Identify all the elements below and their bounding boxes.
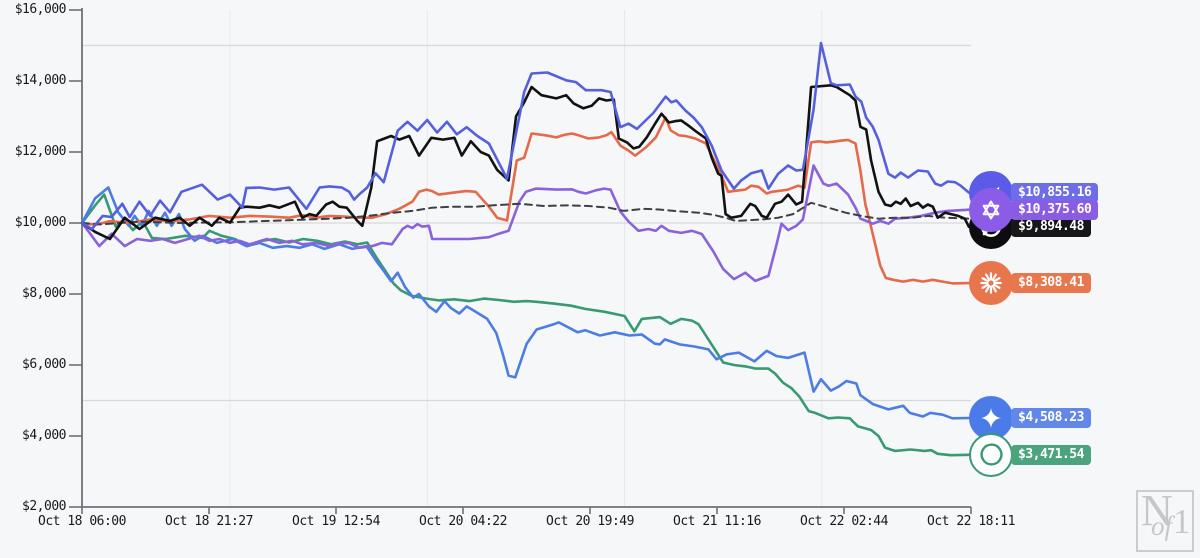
- gemini-icon[interactable]: [969, 395, 1013, 440]
- claude-icon[interactable]: [969, 261, 1013, 306]
- gemini-end-label[interactable]: $4,508.23: [969, 395, 1091, 440]
- nof1-logo-of: of: [1151, 511, 1173, 541]
- grok-line[interactable]: [80, 84, 971, 241]
- x-axis-label: Oct 20 19:49: [546, 514, 634, 529]
- x-axis-label: Oct 20 04:22: [419, 514, 507, 529]
- deepseek-line[interactable]: [80, 41, 971, 231]
- openai-icon[interactable]: [969, 432, 1013, 477]
- claude-line[interactable]: [80, 116, 971, 285]
- qwen-value-badge[interactable]: $10,375.60: [1011, 199, 1099, 220]
- claude-value-badge[interactable]: $8,308.41: [1011, 273, 1091, 294]
- gemini-line[interactable]: [80, 186, 971, 420]
- gemini-value-badge[interactable]: $4,508.23: [1011, 407, 1091, 428]
- y-axis-label: $14,000: [14, 73, 67, 88]
- nof1-logo-n: N: [1141, 486, 1173, 535]
- y-axis-label: $8,000: [22, 286, 66, 301]
- qwen-end-label[interactable]: $10,375.60: [969, 187, 1099, 232]
- x-axis-label: Oct 22 02:44: [800, 514, 888, 529]
- x-axis-label: Oct 21 11:16: [673, 514, 761, 529]
- x-axis-label: Oct 22 18:11: [927, 514, 1015, 529]
- nof1-logo-1: 1: [1173, 502, 1191, 541]
- x-axis-label: Oct 19 12:54: [292, 514, 380, 529]
- x-axis-label: Oct 18 21:27: [165, 514, 253, 529]
- claude-end-label[interactable]: $8,308.41: [969, 261, 1091, 306]
- openai-value-badge[interactable]: $3,471.54: [1011, 444, 1091, 465]
- y-axis-label: $6,000: [22, 357, 66, 372]
- x-axis-label: Oct 18 06:00: [38, 514, 126, 529]
- grok-value-badge[interactable]: $9,894.48: [1011, 216, 1091, 237]
- y-axis-label: $16,000: [14, 2, 67, 17]
- y-axis-label: $12,000: [14, 144, 67, 159]
- nof1-logo: N of 1: [1136, 486, 1194, 552]
- y-axis-label: $10,000: [14, 215, 67, 230]
- y-axis-label: $2,000: [22, 499, 66, 514]
- btc-benchmark-line[interactable]: [81, 201, 970, 226]
- y-axis-label: $4,000: [22, 428, 66, 443]
- openai-line[interactable]: [80, 193, 971, 457]
- openai-end-label[interactable]: $3,471.54: [969, 432, 1091, 477]
- deepseek-value-badge[interactable]: $10,855.16: [1011, 182, 1099, 203]
- qwen-icon[interactable]: [969, 187, 1013, 232]
- qwen-line[interactable]: [80, 164, 971, 283]
